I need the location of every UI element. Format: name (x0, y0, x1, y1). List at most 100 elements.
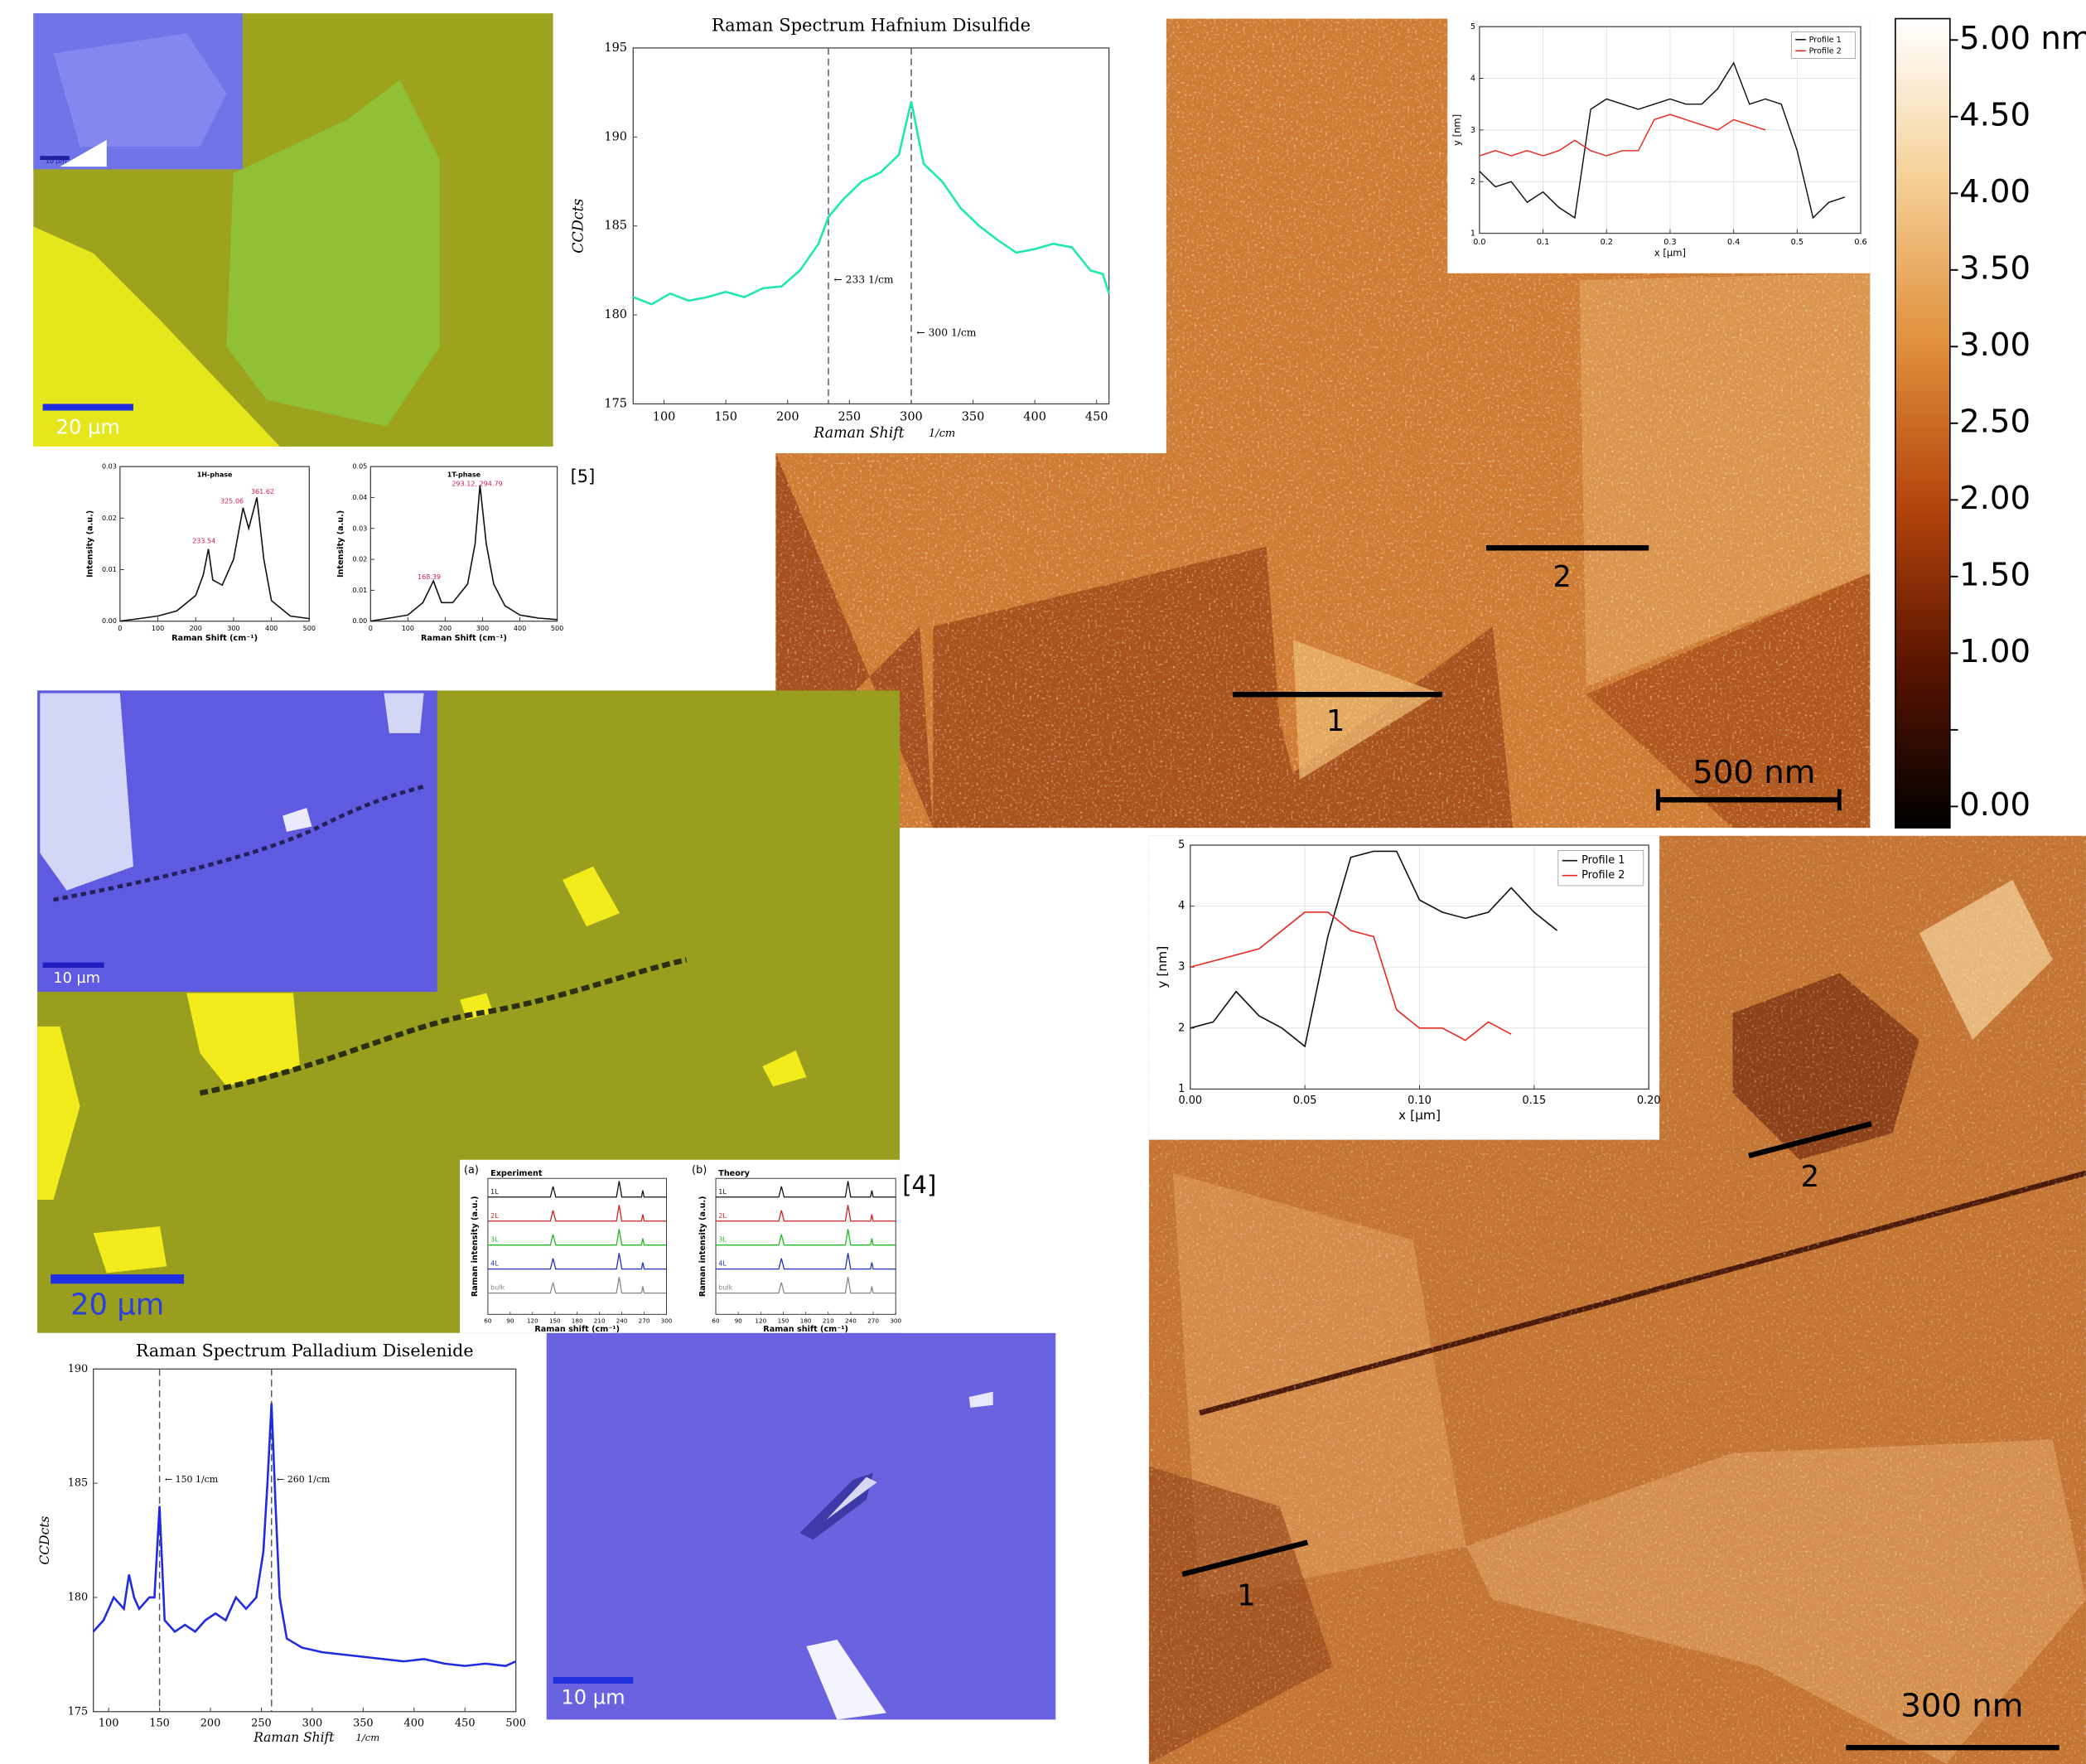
x-tick-label: 240 (845, 1317, 857, 1324)
colorbar (1895, 19, 1950, 829)
raman-panel (553, 0, 1166, 453)
y-tick-label: 3 (1470, 126, 1475, 135)
y-tick-label: 0.03 (102, 463, 117, 471)
x-axis-label: Raman Shift (cm⁻¹) (171, 634, 258, 643)
colorbar-label: 5.00 nm (1959, 20, 2086, 57)
x-tick-label: 180 (572, 1317, 583, 1324)
reference: [5] (571, 466, 596, 486)
x-tick-label: 0.00 (1178, 1095, 1202, 1107)
layer-label: 2L (718, 1212, 727, 1220)
x-axis-label: Raman shift (cm⁻¹) (534, 1325, 620, 1334)
y-axis-label: CCDcts (571, 199, 587, 254)
chart-title: 1H-phase (197, 471, 233, 478)
scale-label: 300 nm (1900, 1687, 2023, 1724)
y-tick-label: 2 (1178, 1022, 1185, 1034)
x-tick-label: 200 (439, 625, 451, 632)
x-tick-label: 450 (455, 1717, 476, 1729)
x-tick-label: 0.20 (1637, 1095, 1661, 1107)
profile-label: 2 (1552, 560, 1572, 594)
y-tick-label: 1 (1470, 230, 1475, 239)
colorbar-label: 2.00 (1959, 480, 2030, 517)
x-tick-label: 300 (476, 625, 489, 632)
y-tick-label: 195 (604, 41, 627, 55)
layer-label: bulk (718, 1284, 732, 1292)
x-tick-label: 270 (639, 1317, 650, 1324)
scale-label: 10 µm (53, 970, 100, 987)
x-tick-label: 240 (616, 1317, 628, 1324)
x-tick-label: 150 (778, 1317, 789, 1324)
y-axis-label: Intensity (a.u.) (336, 510, 345, 578)
y-axis-label: CCDcts (37, 1516, 52, 1565)
y-tick-label: 0.02 (352, 556, 367, 563)
x-tick-label: 200 (776, 410, 799, 423)
exp-theory-panel (460, 1160, 900, 1333)
x-axis-unit: 1/cm (355, 1732, 379, 1743)
x-axis-label: Raman Shift (253, 1730, 335, 1745)
x-tick-label: 250 (251, 1717, 272, 1729)
peak-label: 361.62 (251, 488, 274, 495)
x-tick-label: 200 (190, 625, 202, 632)
x-tick-label: 400 (265, 625, 278, 632)
y-axis-label: Raman intensity (a.u.) (471, 1196, 480, 1297)
x-tick-label: 500 (551, 625, 563, 632)
x-tick-label: 120 (755, 1317, 766, 1324)
peak-label: 233.54 (192, 538, 215, 545)
x-tick-label: 400 (404, 1717, 425, 1729)
colorbar-label: 4.00 (1959, 173, 2030, 210)
x-tick-label: 0.0 (1473, 238, 1485, 247)
colorbar-label: 3.50 (1959, 249, 2030, 287)
x-tick-label: 100 (99, 1717, 119, 1729)
x-axis-label: Raman shift (cm⁻¹) (763, 1325, 848, 1334)
optical-image-3: 10 µm (547, 1333, 1056, 1720)
optical-image-1: 10 µm 20 µm (33, 13, 553, 447)
x-tick-label: 0.2 (1601, 238, 1613, 247)
y-axis-label: y [nm] (1155, 946, 1170, 988)
y-tick-label: 0.05 (352, 463, 367, 471)
scale-label: 20 µm (56, 415, 120, 438)
marker-label: ← 233 1/cm (833, 273, 893, 285)
x-tick-label: 100 (402, 625, 414, 632)
y-tick-label: 2 (1470, 177, 1475, 186)
x-tick-label: 500 (303, 625, 316, 632)
layer-label: bulk (490, 1284, 505, 1292)
colorbar-label: 0.00 (1959, 786, 2030, 824)
y-tick-label: 190 (68, 1363, 89, 1375)
y-tick-label: 0.00 (102, 617, 117, 625)
layer-label: 3L (718, 1236, 727, 1244)
x-tick-label: 180 (800, 1317, 812, 1324)
layer-label: 4L (490, 1260, 499, 1268)
reference: [4] (902, 1171, 936, 1199)
x-tick-label: 60 (712, 1317, 720, 1324)
colorbar-label: 2.50 (1959, 403, 2030, 440)
y-tick-label: 0.01 (102, 566, 117, 573)
x-tick-label: 0.3 (1663, 238, 1676, 247)
x-axis-label: Raman Shift (cm⁻¹) (421, 634, 507, 643)
layer-label: 1L (490, 1188, 499, 1196)
panel-tag: (a) (464, 1164, 479, 1177)
y-tick-label: 185 (604, 220, 627, 233)
data-line (120, 497, 309, 621)
profile-label: 1 (1326, 704, 1345, 738)
x-tick-label: 0.1 (1537, 238, 1549, 247)
legend-label: Profile 2 (1809, 46, 1842, 56)
y-tick-label: 175 (604, 397, 627, 410)
x-tick-label: 300 (890, 1317, 901, 1324)
y-tick-label: 1 (1178, 1083, 1185, 1095)
y-tick-label: 5 (1178, 839, 1185, 852)
x-tick-label: 0.10 (1408, 1095, 1432, 1107)
colorbar-label: 3.00 (1959, 326, 2030, 364)
x-tick-label: 100 (653, 410, 676, 423)
x-tick-label: 150 (549, 1317, 561, 1324)
data-line (370, 485, 557, 621)
x-axis-unit: 1/cm (929, 428, 955, 440)
y-tick-label: 185 (68, 1477, 89, 1490)
x-tick-label: 150 (149, 1717, 170, 1729)
y-tick-label: 180 (604, 308, 627, 321)
scale-label: 20 µm (70, 1288, 164, 1322)
y-tick-label: 180 (68, 1591, 89, 1603)
y-tick-label: 3 (1178, 961, 1185, 974)
y-axis-label: Intensity (a.u.) (86, 510, 95, 578)
x-axis-label: x [µm] (1654, 247, 1686, 259)
layer-label: 2L (490, 1212, 499, 1220)
scale-label: 10 µm (561, 1686, 625, 1709)
